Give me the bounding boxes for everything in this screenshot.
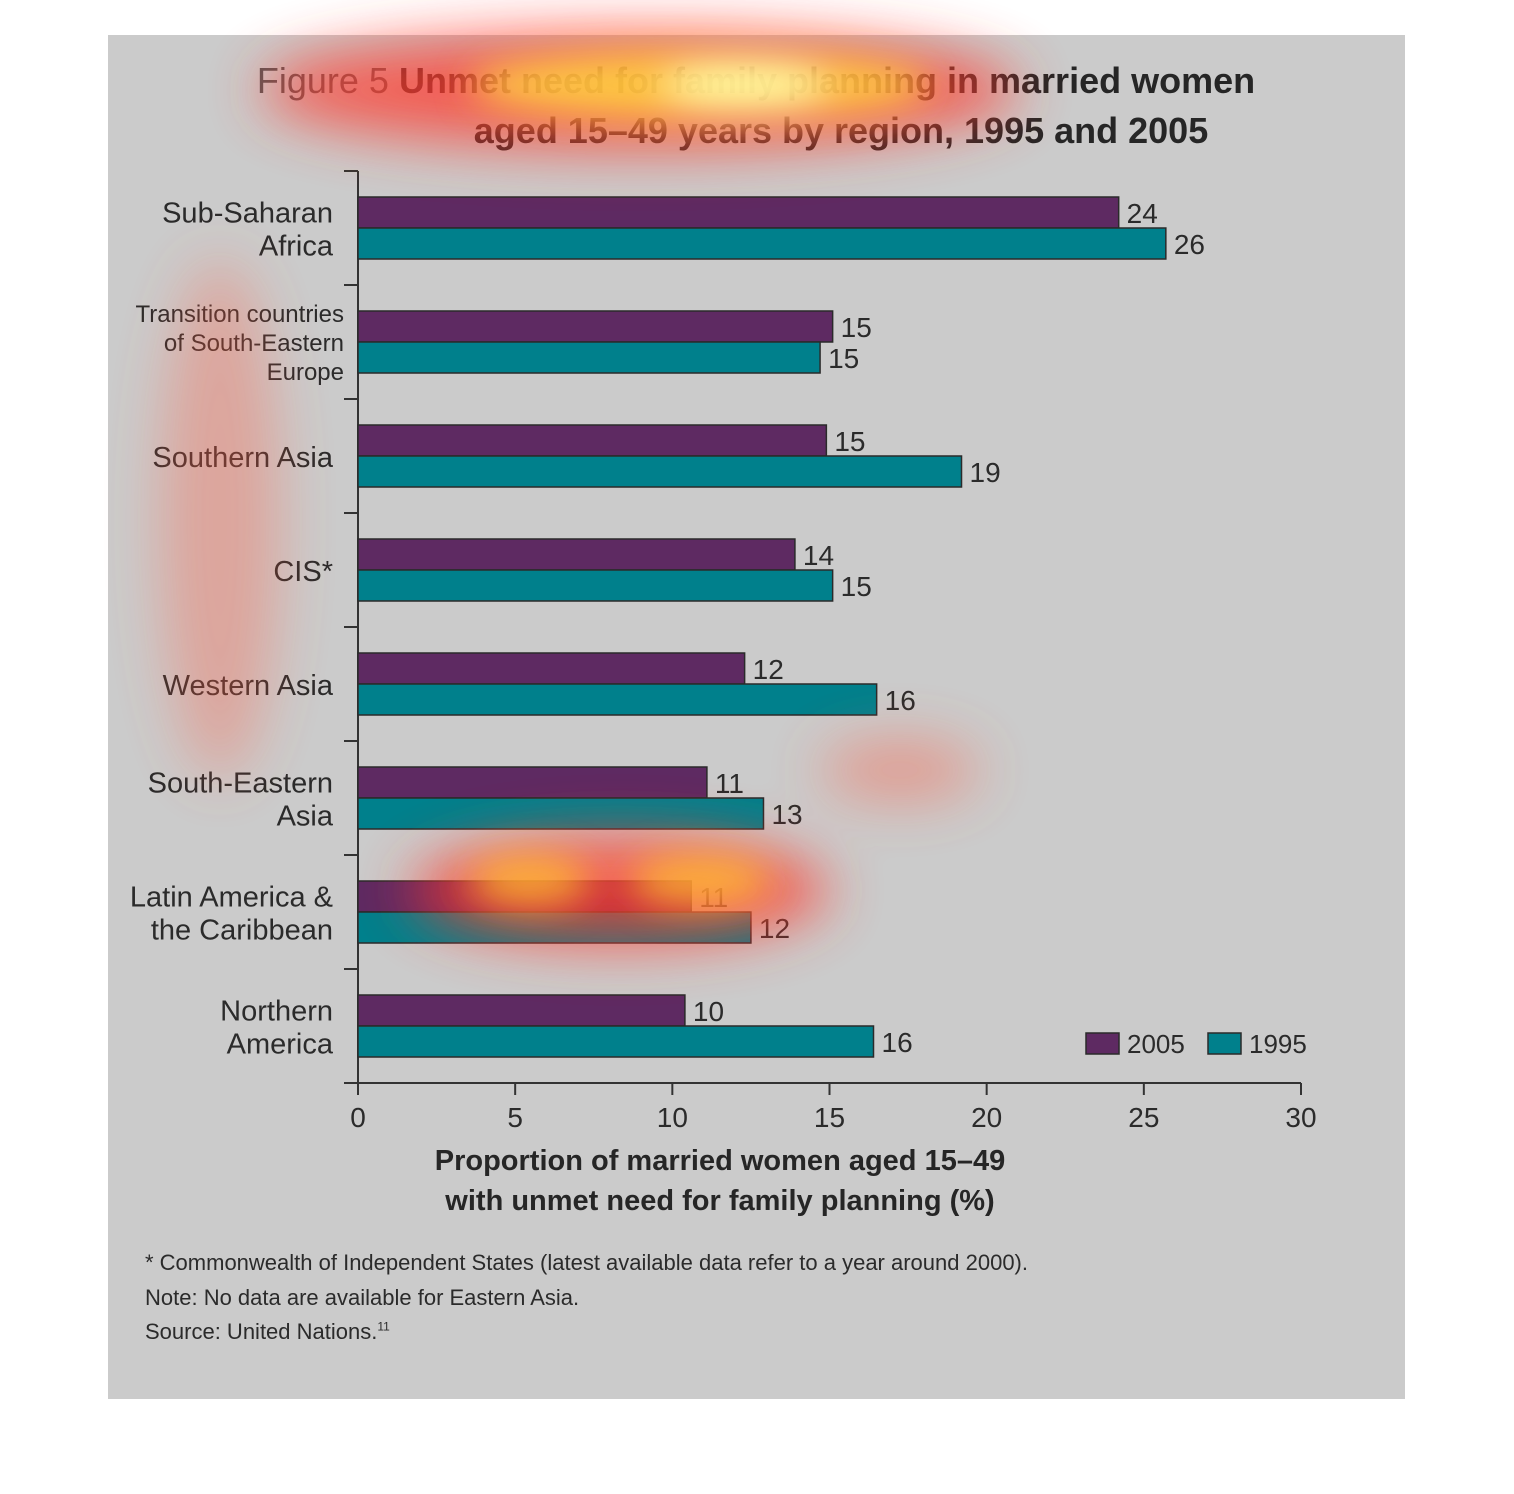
data-label-2005: 15 [834, 426, 865, 457]
category-label: America [227, 1029, 334, 1061]
footnote-cis: * Commonwealth of Independent States (la… [145, 1250, 1028, 1275]
x-tick-label: 20 [971, 1102, 1002, 1133]
bar-2005 [357, 652, 746, 685]
chart-panel: Figure 5 Unmet need for family planning … [108, 35, 1405, 1399]
category-label: of South-Eastern [164, 330, 344, 357]
data-label-2005: 10 [693, 996, 724, 1027]
bar-1995 [357, 797, 765, 830]
bar-1995 [357, 341, 821, 374]
source-text: Source: United Nations. [145, 1319, 378, 1344]
bar-1995 [357, 455, 963, 488]
data-label-2005: 15 [841, 312, 872, 343]
data-label-1995: 16 [885, 685, 916, 716]
category-label: Transition countries [135, 301, 344, 328]
category-label: Sub-Saharan [162, 198, 333, 230]
category-label: Southern Asia [152, 442, 333, 474]
x-axis-title-line-2: with unmet need for family planning (%) [444, 1185, 994, 1217]
category-label: Europe [267, 359, 344, 386]
x-tick-label: 0 [350, 1102, 366, 1133]
x-tick-label: 15 [814, 1102, 845, 1133]
bar-1995 [357, 569, 834, 602]
data-label-2005: 14 [803, 540, 834, 571]
bar-2005 [357, 196, 1120, 229]
legend-swatch-1995 [1207, 1032, 1242, 1055]
category-label: Asia [277, 801, 334, 833]
category-label: Latin America & [130, 882, 333, 914]
data-label-1995: 13 [771, 799, 802, 830]
category-label: South-Eastern [148, 768, 333, 800]
data-label-1995: 12 [759, 913, 790, 944]
bar-1995 [357, 683, 878, 716]
bar-1995 [357, 911, 752, 944]
data-label-1995: 16 [882, 1027, 913, 1058]
category-label: the Caribbean [151, 915, 333, 947]
category-label: CIS* [273, 556, 333, 588]
source-reference: 11 [377, 1319, 390, 1334]
figure-number: Figure 5 [257, 60, 399, 101]
bar-2005 [357, 994, 686, 1027]
category-label: Northern [220, 996, 333, 1028]
data-label-1995: 15 [828, 343, 859, 374]
data-label-1995: 19 [970, 457, 1001, 488]
category-label: Africa [259, 231, 334, 263]
bar-chart: Figure 5 Unmet need for family planning … [130, 60, 1317, 1217]
bar-1995 [357, 1025, 875, 1058]
x-tick-label: 5 [507, 1102, 523, 1133]
legend-swatch-2005 [1085, 1032, 1120, 1055]
bar-2005 [357, 538, 796, 571]
footnote-source: Source: United Nations.11 [145, 1319, 390, 1345]
data-label-2005: 24 [1127, 198, 1158, 229]
chart-title: Figure 5 Unmet need for family planning … [257, 60, 1255, 101]
bar-1995 [357, 227, 1167, 260]
data-label-1995: 26 [1174, 229, 1205, 260]
chart-title-line-1: Unmet need for family planning in marrie… [399, 60, 1255, 101]
category-label: Western Asia [163, 670, 334, 702]
legend-label-1995: 1995 [1249, 1029, 1307, 1059]
data-label-2005: 12 [753, 654, 784, 685]
data-label-2005: 11 [715, 768, 744, 799]
footnote-eastern-asia: Note: No data are available for Eastern … [145, 1285, 580, 1310]
chart-title-line-2: aged 15–49 years by region, 1995 and 200… [474, 110, 1208, 151]
x-tick-label: 25 [1128, 1102, 1159, 1133]
bar-2005 [357, 766, 708, 799]
x-axis-title-line-1: Proportion of married women aged 15–49 [435, 1145, 1005, 1177]
bar-2005 [357, 880, 692, 913]
x-tick-label: 30 [1285, 1102, 1316, 1133]
bar-2005 [357, 310, 834, 343]
bar-2005 [357, 424, 828, 457]
x-tick-label: 10 [657, 1102, 688, 1133]
data-label-2005: 11 [699, 882, 728, 913]
data-label-1995: 15 [841, 571, 872, 602]
legend-label-2005: 2005 [1127, 1029, 1185, 1059]
